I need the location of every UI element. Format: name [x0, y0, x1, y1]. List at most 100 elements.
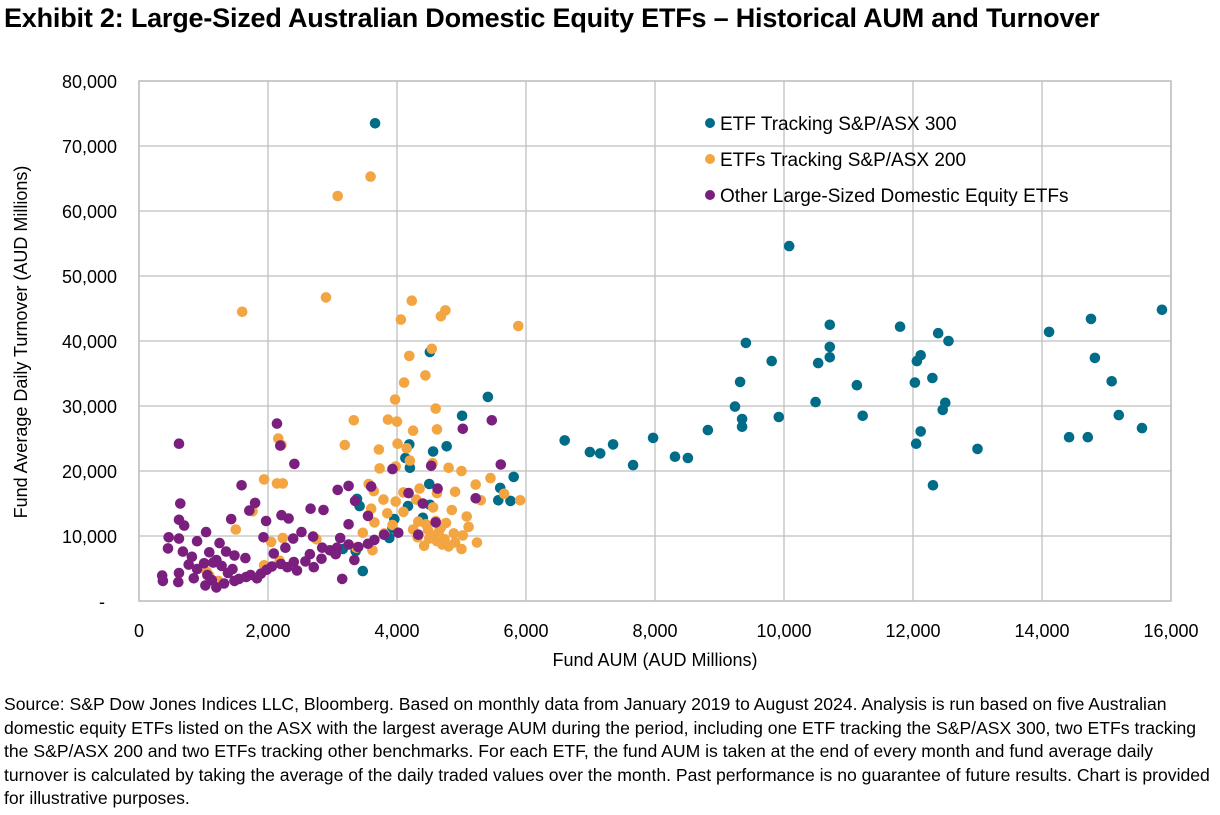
- data-point: [283, 513, 294, 524]
- data-point: [508, 471, 519, 483]
- legend-marker: [705, 118, 715, 128]
- data-point: [318, 504, 329, 516]
- data-point: [382, 414, 394, 425]
- data-point: [1082, 431, 1094, 443]
- data-point: [1085, 313, 1097, 325]
- y-tick-label: 60,000: [62, 202, 117, 222]
- data-point: [200, 526, 212, 538]
- data-point: [357, 527, 369, 539]
- data-point: [427, 530, 439, 542]
- data-point: [594, 448, 606, 459]
- data-point: [249, 497, 261, 509]
- data-point: [1113, 409, 1125, 421]
- data-point: [280, 542, 291, 553]
- x-tick-label: 16,000: [1143, 621, 1198, 641]
- data-point: [260, 515, 272, 527]
- data-point: [441, 441, 453, 452]
- data-point: [894, 321, 906, 333]
- data-point: [343, 519, 354, 530]
- data-point: [265, 536, 277, 548]
- data-point: [417, 498, 429, 509]
- data-point: [463, 521, 474, 533]
- data-point: [1156, 304, 1168, 316]
- data-point: [320, 292, 332, 303]
- data-point: [911, 355, 923, 367]
- data-point: [277, 478, 289, 489]
- y-tick-label: 20,000: [62, 462, 117, 482]
- data-point: [304, 548, 316, 560]
- data-point: [236, 306, 248, 318]
- data-point: [766, 355, 777, 367]
- data-point: [449, 486, 461, 498]
- data-point: [296, 526, 307, 538]
- data-point: [824, 352, 836, 363]
- data-point: [163, 532, 174, 543]
- data-point: [214, 537, 225, 549]
- y-tick-label: -: [99, 592, 105, 612]
- data-point: [332, 484, 344, 496]
- data-point: [456, 465, 467, 477]
- data-point: [439, 534, 451, 545]
- data-point: [343, 539, 354, 550]
- series-2: [156, 415, 507, 593]
- data-point: [647, 432, 659, 444]
- data-point: [271, 418, 283, 429]
- legend-label: ETF Tracking S&P/ASX 300: [720, 114, 957, 135]
- data-point: [702, 424, 714, 436]
- data-point: [251, 573, 263, 584]
- data-point: [909, 377, 921, 388]
- data-point: [229, 575, 240, 587]
- data-point: [812, 357, 824, 369]
- data-point: [407, 425, 419, 437]
- data-point: [446, 504, 458, 516]
- data-point: [773, 411, 785, 423]
- data-point: [669, 451, 681, 463]
- data-point: [307, 531, 319, 542]
- data-point: [218, 578, 230, 589]
- data-point: [425, 460, 437, 472]
- data-point: [175, 498, 186, 509]
- data-point: [824, 319, 836, 331]
- x-tick-label: 12,000: [885, 621, 940, 641]
- series-1: [201, 171, 526, 587]
- data-point: [308, 561, 320, 573]
- data-point: [857, 410, 868, 422]
- data-point: [1063, 431, 1075, 443]
- data-point: [482, 391, 494, 403]
- data-point: [277, 532, 289, 544]
- data-point: [682, 452, 694, 464]
- data-point: [173, 438, 185, 450]
- data-point: [424, 478, 435, 490]
- data-point: [305, 503, 316, 514]
- data-point: [389, 394, 401, 405]
- data-point: [559, 435, 570, 446]
- data-point: [824, 341, 836, 353]
- data-point: [413, 529, 424, 540]
- x-tick-label: 4,000: [374, 621, 419, 641]
- data-point: [485, 472, 496, 484]
- data-point: [461, 511, 473, 522]
- data-point: [287, 533, 299, 544]
- data-point: [225, 513, 237, 525]
- data-point: [183, 559, 194, 570]
- data-point: [943, 335, 954, 347]
- data-point: [387, 519, 398, 531]
- data-point: [395, 314, 407, 325]
- data-point: [498, 488, 510, 500]
- data-point: [927, 372, 938, 384]
- x-axis-label: Fund AUM (AUD Millions): [552, 650, 757, 670]
- data-point: [173, 576, 184, 588]
- data-point: [177, 546, 189, 557]
- data-point: [382, 508, 393, 519]
- y-tick-label: 80,000: [62, 72, 117, 92]
- data-point: [470, 479, 482, 490]
- data-point: [495, 459, 507, 470]
- data-point: [258, 532, 269, 543]
- data-point: [202, 569, 213, 581]
- data-point: [927, 480, 939, 491]
- data-point: [289, 458, 300, 470]
- data-point: [332, 190, 344, 202]
- data-point: [378, 529, 390, 540]
- x-tick-label: 8,000: [632, 621, 677, 641]
- data-point: [373, 444, 385, 455]
